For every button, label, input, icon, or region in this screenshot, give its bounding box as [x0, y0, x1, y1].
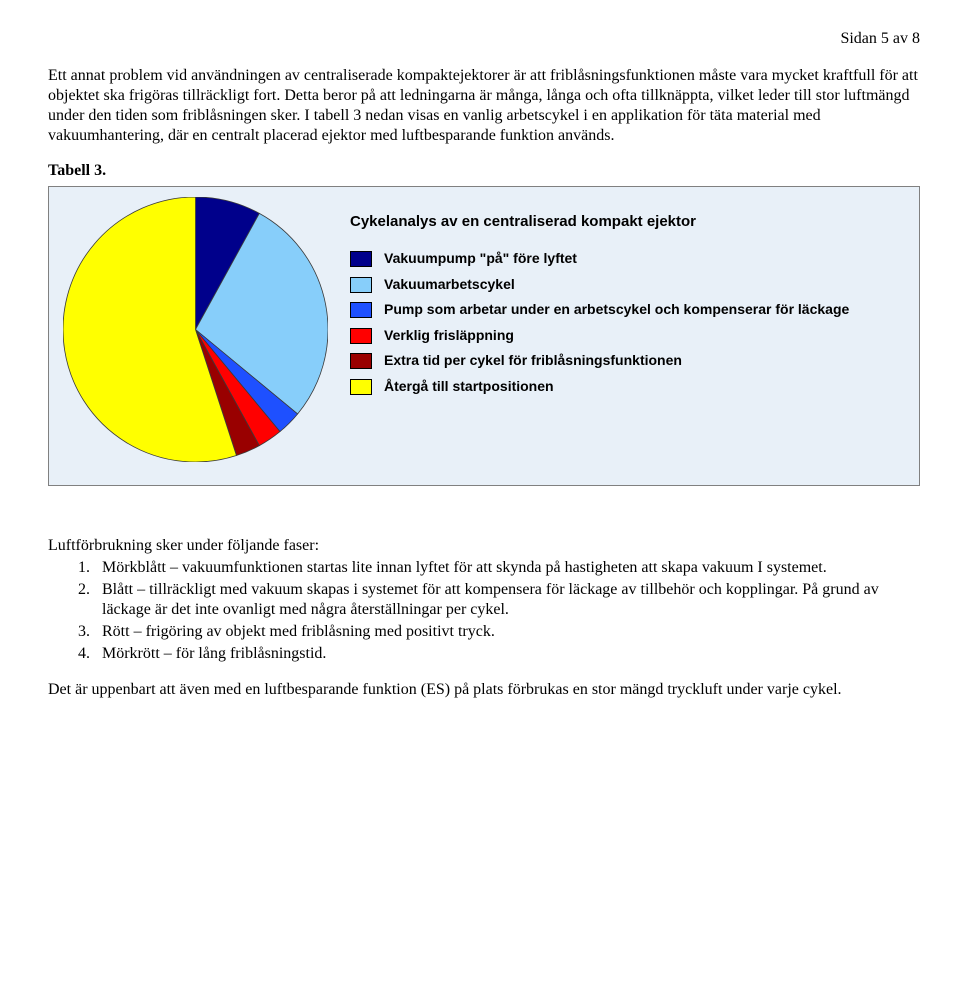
legend-swatch	[350, 302, 372, 318]
legend-swatch	[350, 277, 372, 293]
legend-item: Vakuumarbetscykel	[350, 276, 905, 294]
legend-label: Återgå till startpositionen	[384, 378, 554, 396]
legend-item: Verklig frisläppning	[350, 327, 905, 345]
legend-swatch	[350, 328, 372, 344]
legend-label: Pump som arbetar under en arbetscykel oc…	[384, 301, 849, 319]
legend-swatch	[350, 353, 372, 369]
closing-paragraph: Det är uppenbart att även med en luftbes…	[48, 680, 920, 700]
intro-paragraph: Ett annat problem vid användningen av ce…	[48, 66, 920, 146]
phase-list: Mörkblått – vakuumfunktionen startas lit…	[48, 558, 920, 664]
list-item: Mörkblått – vakuumfunktionen startas lit…	[94, 558, 920, 578]
legend-label: Vakuumpump "på" före lyftet	[384, 250, 577, 268]
list-item: Mörkrött – för lång friblåsningstid.	[94, 644, 920, 664]
page-number: Sidan 5 av 8	[48, 30, 920, 48]
legend-item: Vakuumpump "på" före lyftet	[350, 250, 905, 268]
legend-label: Verklig frisläppning	[384, 327, 514, 345]
legend-label: Vakuumarbetscykel	[384, 276, 515, 294]
legend-item: Återgå till startpositionen	[350, 378, 905, 396]
legend-item: Pump som arbetar under en arbetscykel oc…	[350, 301, 905, 319]
list-item: Blått – tillräckligt med vakuum skapas i…	[94, 580, 920, 620]
chart-legend: Cykelanalys av en centraliserad kompakt …	[350, 197, 905, 403]
legend-label: Extra tid per cykel för friblåsningsfunk…	[384, 352, 682, 370]
legend-swatch	[350, 379, 372, 395]
legend-swatch	[350, 251, 372, 267]
table-label: Tabell 3.	[48, 162, 920, 180]
phase-list-intro: Luftförbrukning sker under följande fase…	[48, 536, 920, 556]
legend-item: Extra tid per cykel för friblåsningsfunk…	[350, 352, 905, 370]
chart-card: Cykelanalys av en centraliserad kompakt …	[48, 186, 920, 486]
list-item: Rött – frigöring av objekt med friblåsni…	[94, 622, 920, 642]
chart-title: Cykelanalys av en centraliserad kompakt …	[350, 213, 905, 230]
pie-chart	[63, 197, 328, 467]
